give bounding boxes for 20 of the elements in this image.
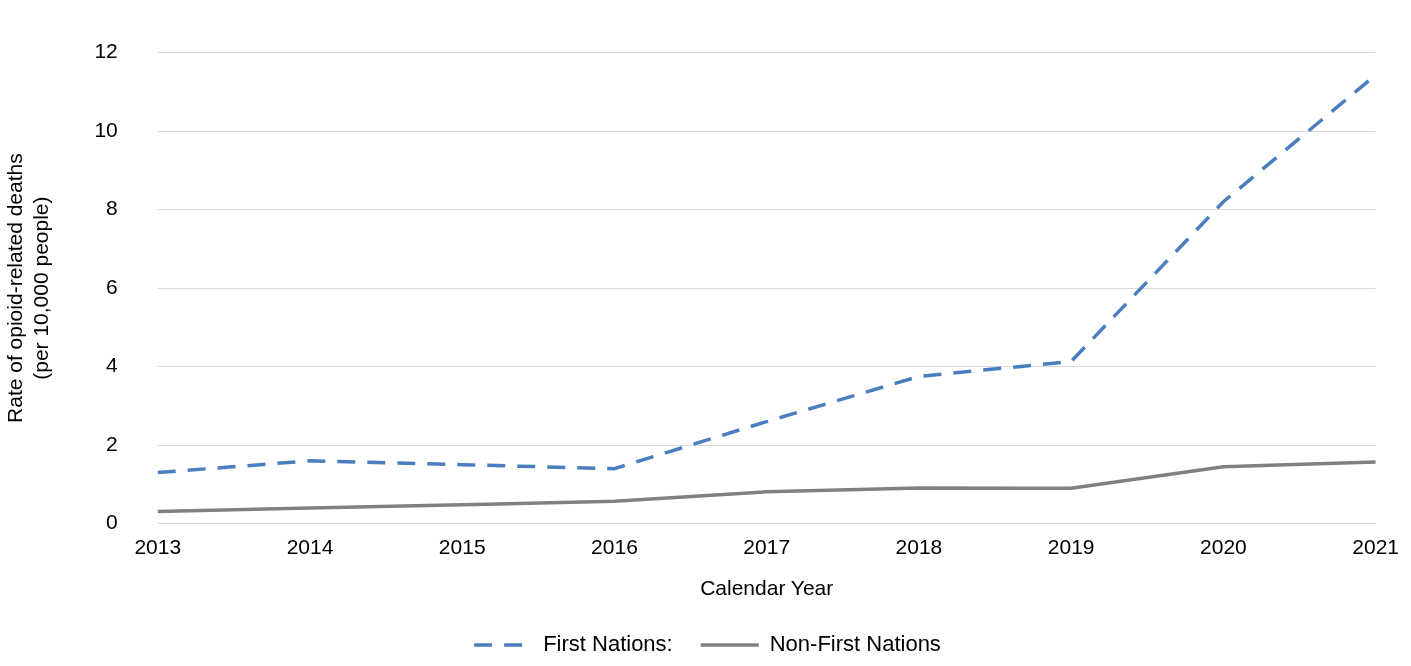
x-tick-label: 2017: [743, 535, 791, 558]
y-tick-label: 8: [106, 196, 118, 220]
x-tick-label: 2016: [591, 535, 638, 558]
y-axis-title: Rate of opioid-related deaths (per 10,000 people): [3, 153, 52, 423]
x-tick-label: 2015: [438, 535, 486, 558]
x-tick-label: 2014: [286, 535, 334, 558]
legend-label: Non-First Nations: [769, 631, 941, 657]
y-tick-label: 0: [106, 510, 118, 534]
x-tick-label: 2020: [1200, 535, 1247, 558]
x-tick-label: 2018: [895, 535, 943, 558]
y-tick-label: 6: [106, 274, 118, 298]
x-tick-label: 2013: [134, 535, 182, 558]
y-tick-label: 10: [94, 117, 118, 141]
legend-label: First Nations:: [543, 631, 673, 657]
y-tick-label: 2: [106, 431, 118, 455]
x-tick-label: 2021: [1352, 535, 1399, 558]
x-tick-label: 2019: [1047, 535, 1095, 558]
x-axis-title: Calendar Year: [700, 576, 834, 600]
y-tick-label: 12: [94, 39, 118, 63]
y-tick-label: 4: [106, 353, 119, 377]
